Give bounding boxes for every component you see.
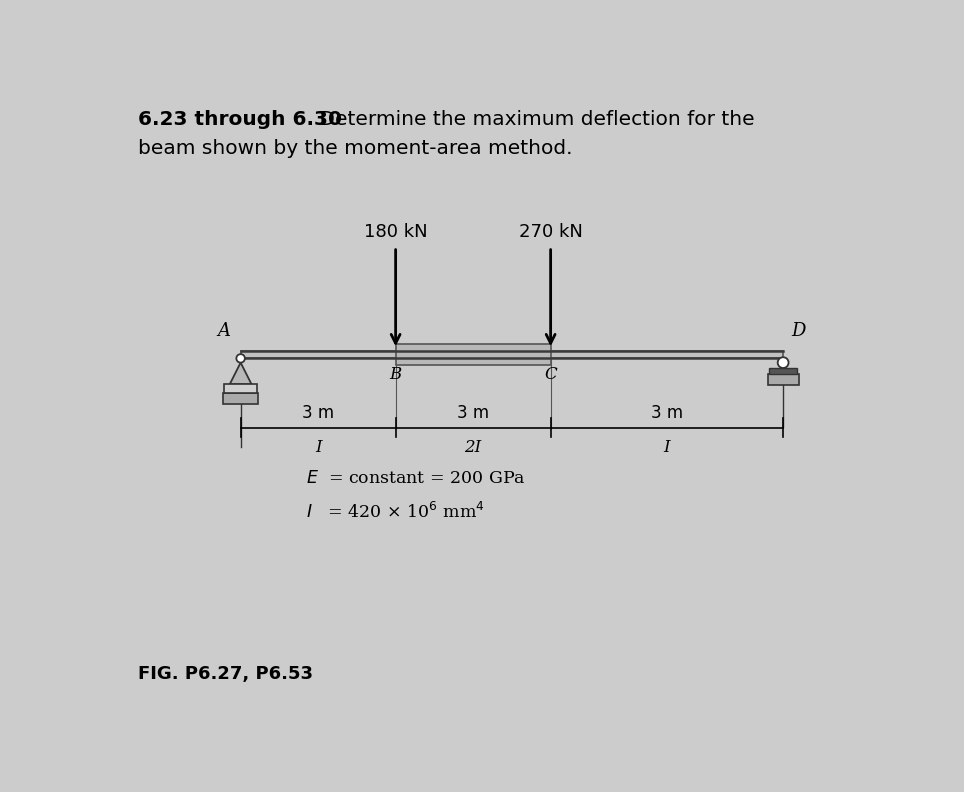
Text: I: I — [663, 440, 670, 456]
Text: 3 m: 3 m — [651, 404, 683, 422]
Bar — [225, 384, 256, 394]
Text: 270 kN: 270 kN — [519, 223, 582, 242]
Circle shape — [778, 357, 789, 368]
Text: 180 kN: 180 kN — [363, 223, 427, 242]
Text: $I$   = 420 × 10$^6$ mm$^4$: $I$ = 420 × 10$^6$ mm$^4$ — [307, 502, 485, 523]
Bar — [767, 374, 798, 385]
Text: D: D — [791, 322, 806, 340]
Circle shape — [236, 354, 245, 363]
Text: A: A — [217, 322, 230, 340]
Polygon shape — [229, 363, 252, 384]
Text: FIG. P6.27, P6.53: FIG. P6.27, P6.53 — [138, 665, 312, 683]
Bar — [769, 368, 797, 374]
Text: beam shown by the moment-area method.: beam shown by the moment-area method. — [138, 139, 572, 158]
Text: 2I: 2I — [465, 440, 482, 456]
Text: 6.23 through 6.30: 6.23 through 6.30 — [138, 110, 341, 129]
Text: I: I — [315, 440, 321, 456]
Text: Determine the maximum deflection for the: Determine the maximum deflection for the — [312, 110, 754, 129]
Text: B: B — [389, 366, 402, 383]
Text: 3 m: 3 m — [457, 404, 489, 422]
Text: C: C — [545, 366, 557, 383]
Bar — [241, 351, 783, 358]
Text: $E$  = constant = 200 GPa: $E$ = constant = 200 GPa — [307, 470, 526, 487]
Text: 3 m: 3 m — [302, 404, 335, 422]
Bar — [395, 344, 550, 365]
Bar — [223, 394, 258, 404]
